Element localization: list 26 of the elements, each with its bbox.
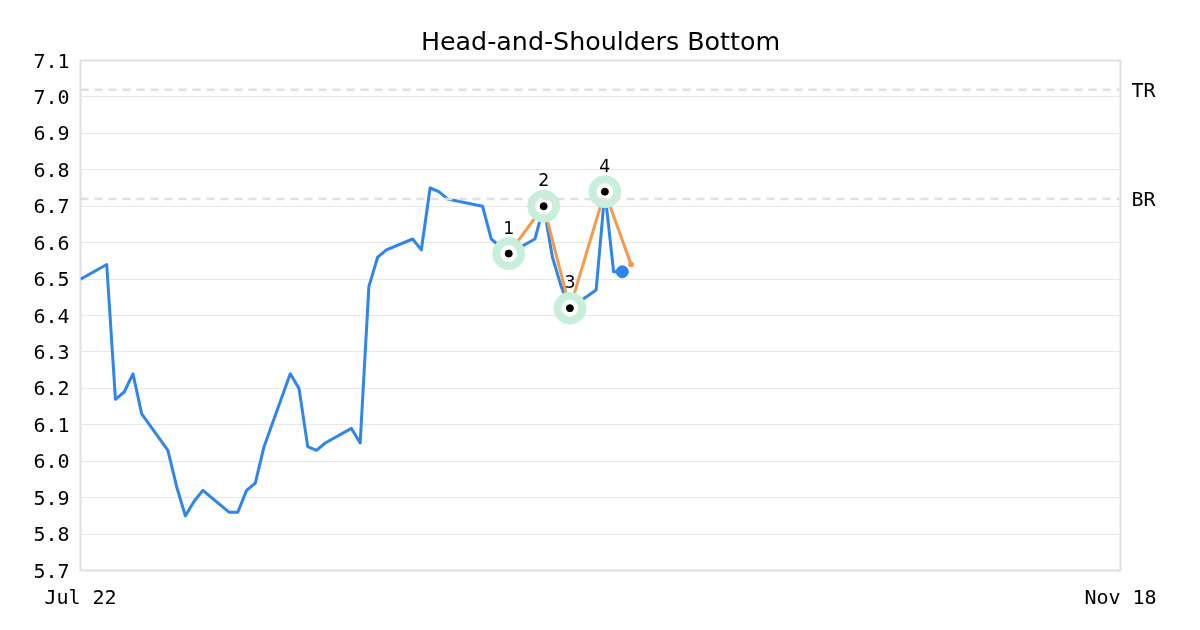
y-tick-label: 5.8 <box>33 522 70 547</box>
y-tick-label: 6.7 <box>33 194 70 219</box>
annotation: 2 <box>538 170 550 191</box>
y-tick-label: 6.4 <box>33 303 70 328</box>
ref-line-label: TR <box>1131 77 1157 102</box>
y-tick-label: 5.9 <box>33 485 70 510</box>
chart-title: Head-and-Shoulders Bottom <box>420 25 781 56</box>
annotation: 3 <box>564 272 576 293</box>
y-tick-label: 6.8 <box>33 157 70 182</box>
point <box>628 261 635 268</box>
y-tick-label: 6.5 <box>33 267 70 292</box>
y-tick-label: 5.7 <box>33 558 70 583</box>
y-tick-label: 7.1 <box>33 48 70 73</box>
y-tick-label: 6.0 <box>33 449 70 474</box>
y-tick-label: 6.6 <box>33 230 70 255</box>
x-tick-label: Jul 22 <box>44 584 117 609</box>
y-tick-label: 7.0 <box>33 84 70 109</box>
y-tick-label: 6.1 <box>33 412 70 437</box>
annotation: 4 <box>599 155 611 176</box>
x-tick-label: Nov 18 <box>1084 584 1157 609</box>
y-tick-label: 6.9 <box>33 121 70 146</box>
point <box>615 265 629 279</box>
y-tick-label: 6.3 <box>33 339 70 364</box>
annotation: 1 <box>503 217 515 238</box>
ref-line-label: BR <box>1131 186 1157 211</box>
y-tick-label: 6.2 <box>33 376 70 401</box>
